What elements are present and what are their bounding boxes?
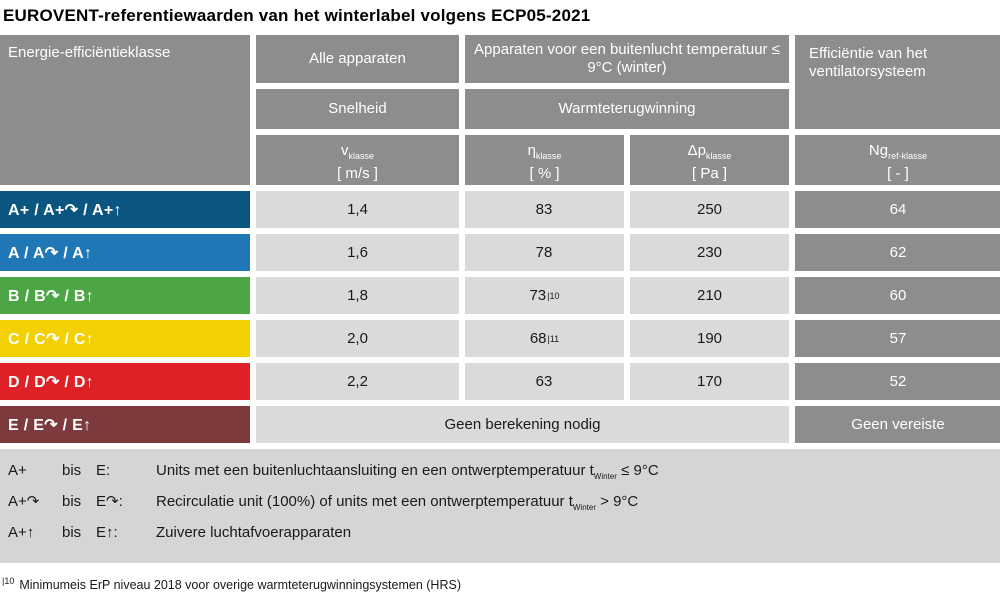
- page-title: EUROVENT-referentiewaarden van het winte…: [3, 6, 591, 25]
- legend-block: A+ bis E: Units met een buitenluchtaansl…: [0, 449, 1000, 563]
- b-v-value: 1,8: [256, 277, 459, 314]
- legend-to: E↷:: [96, 493, 123, 510]
- a-ng-value: 62: [795, 234, 1000, 271]
- legend-text: Zuivere luchtafvoerapparaten: [156, 524, 352, 541]
- eta-symbol: ηklasse: [527, 142, 562, 161]
- legend-sym: A+: [8, 462, 27, 479]
- a-plus-dp-value: 250: [630, 191, 789, 228]
- dp-symbol: Δpklasse: [687, 142, 732, 161]
- legend-bis: bis: [62, 493, 82, 510]
- legend-text: Units met een buitenluchtaansluiting en …: [156, 462, 659, 481]
- header-energy-class: Energie-efficiëntieklasse: [0, 35, 250, 185]
- a-plus-v-value: 1,4: [256, 191, 459, 228]
- legend-bis: bis: [62, 462, 82, 479]
- legend-sym: A+↑: [8, 524, 35, 541]
- legend-sym: A+↷: [8, 493, 40, 510]
- legend-to: E↑:: [96, 524, 118, 541]
- colhead-v-klasse: vklasse [ m/s ]: [256, 135, 459, 185]
- class-label-a: A / A↷ / A↑: [0, 234, 250, 271]
- a-plus-ng-value: 64: [795, 191, 1000, 228]
- legend-line-exhaust: A+↑ bis E↑: Zuivere luchtafvoerapparaten: [0, 520, 1000, 551]
- class-label-e: E / E↷ / E↑: [0, 406, 250, 443]
- header-speed: Snelheid: [256, 89, 459, 129]
- footnotes: |10 Minimumeis ErP niveau 2018 voor overi…: [0, 563, 1000, 595]
- eta-unit: [ % ]: [529, 165, 560, 182]
- colhead-eta-klasse: ηklasse [ % ]: [465, 135, 624, 185]
- v-symbol: vklasse: [340, 142, 374, 161]
- a-v-value: 1,6: [256, 234, 459, 271]
- header-outdoor-devices: Apparaten voor een buitenlucht temperatu…: [465, 35, 789, 83]
- d-dp-value: 170: [630, 363, 789, 400]
- b-eta-value: 73 |10: [465, 277, 624, 314]
- colhead-dp-klasse: Δpklasse [ Pa ]: [630, 135, 789, 185]
- a-dp-value: 230: [630, 234, 789, 271]
- d-ng-value: 52: [795, 363, 1000, 400]
- header-all-devices: Alle apparaten: [256, 35, 459, 83]
- e-no-calculation-cell: Geen berekening nodig: [256, 406, 789, 443]
- legend-text: Recirculatie unit (100%) of units met ee…: [156, 493, 639, 512]
- c-dp-value: 190: [630, 320, 789, 357]
- dp-unit: [ Pa ]: [691, 165, 728, 182]
- header-fan-efficiency: Efficiëntie van het ventilatorsysteem: [795, 35, 1000, 129]
- header-heat-recovery: Warmteterugwinning: [465, 89, 789, 129]
- e-ng-value: Geen vereiste: [795, 406, 1000, 443]
- ng-symbol: Ngref-klasse: [868, 142, 928, 161]
- legend-line-recirculation: A+↷ bis E↷: Recirculatie unit (100%) of …: [0, 489, 1000, 520]
- v-unit: [ m/s ]: [337, 165, 378, 182]
- legend-line-outdoor: A+ bis E: Units met een buitenluchtaansl…: [0, 458, 1000, 489]
- c-eta-value: 68 |11: [465, 320, 624, 357]
- d-eta-value: 63: [465, 363, 624, 400]
- colhead-ng-ref-klasse: Ngref-klasse [ - ]: [795, 135, 1000, 185]
- b-ng-value: 60: [795, 277, 1000, 314]
- class-label-a-plus: A+ / A+↷ / A+↑: [0, 191, 250, 228]
- footnote-10: |10 Minimumeis ErP niveau 2018 voor overi…: [2, 576, 461, 593]
- class-label-c: C / C↷ / C↑: [0, 320, 250, 357]
- ng-unit: [ - ]: [887, 165, 909, 182]
- legend-bis: bis: [62, 524, 82, 541]
- legend-to: E:: [96, 462, 111, 479]
- winter-label-table: Energie-efficiëntieklasse Alle apparaten…: [0, 35, 1000, 443]
- c-ng-value: 57: [795, 320, 1000, 357]
- a-eta-value: 78: [465, 234, 624, 271]
- c-v-value: 2,0: [256, 320, 459, 357]
- d-v-value: 2,2: [256, 363, 459, 400]
- footnote-10-marker: |10: [2, 576, 15, 586]
- class-label-d: D / D↷ / D↑: [0, 363, 250, 400]
- class-label-b: B / B↷ / B↑: [0, 277, 250, 314]
- a-plus-eta-value: 83: [465, 191, 624, 228]
- b-dp-value: 210: [630, 277, 789, 314]
